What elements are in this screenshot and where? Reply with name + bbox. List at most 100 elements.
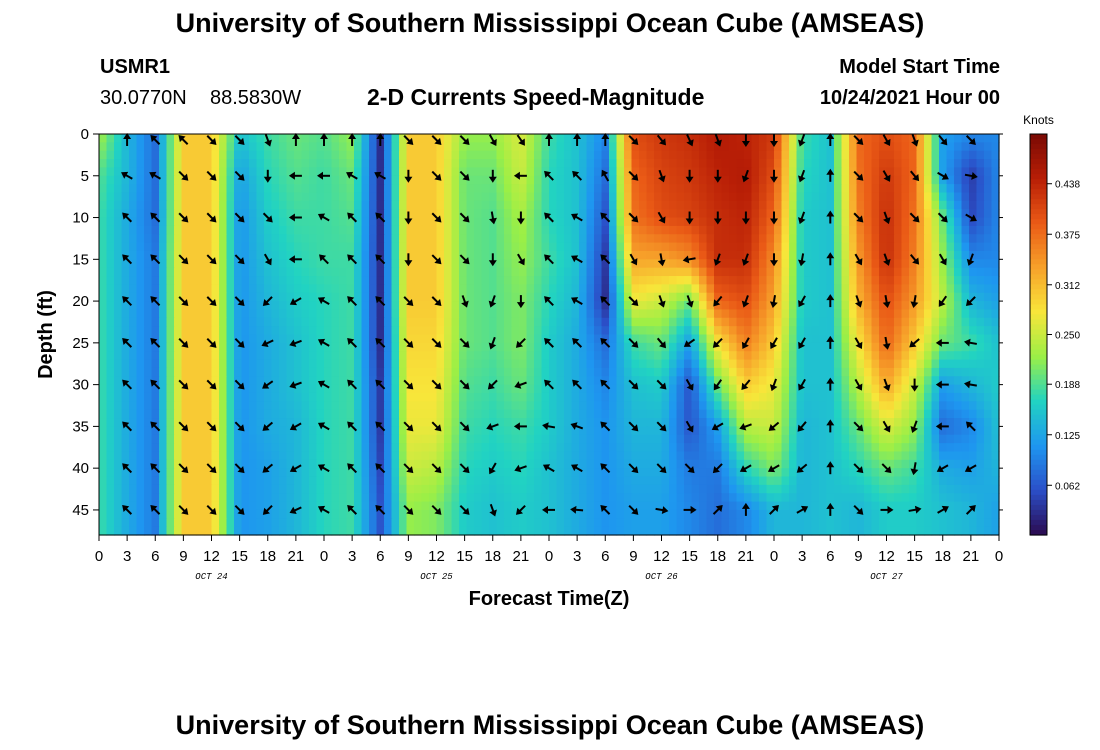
heatmap-cell (639, 284, 648, 294)
heatmap-cell (249, 167, 258, 177)
heatmap-cell (661, 134, 670, 143)
heatmap-cell (136, 359, 145, 369)
heatmap-cell (856, 409, 865, 419)
heatmap-cell (226, 334, 235, 344)
heatmap-cell (384, 225, 393, 235)
heatmap-cell (864, 250, 873, 260)
heatmap-cell (249, 200, 258, 210)
heatmap-cell (286, 342, 295, 352)
heatmap-cell (249, 392, 258, 402)
heatmap-cell (219, 292, 228, 302)
heatmap-cell (834, 134, 843, 143)
heatmap-cell (361, 326, 370, 336)
heatmap-cell (984, 284, 993, 294)
heatmap-cell (144, 351, 153, 361)
heatmap-cell (519, 468, 528, 478)
heatmap-cell (609, 384, 618, 394)
heatmap-cell (361, 234, 370, 244)
heatmap-cell (684, 184, 693, 194)
heatmap-cell (384, 142, 393, 152)
heatmap-cell (211, 434, 220, 444)
heatmap-cell (916, 184, 925, 194)
heatmap-cell (346, 150, 355, 160)
heatmap-cell (781, 217, 790, 227)
heatmap-cell (99, 351, 108, 361)
heatmap-cell (511, 284, 520, 294)
heatmap-cell (279, 309, 288, 319)
heatmap-cell (144, 175, 153, 185)
heatmap-cell (714, 342, 723, 352)
heatmap-cell (136, 367, 145, 377)
heatmap-cell (174, 359, 183, 369)
heatmap-cell (526, 284, 535, 294)
heatmap-cell (399, 167, 408, 177)
heatmap-cell (481, 209, 490, 219)
heatmap-cell (181, 159, 190, 169)
heatmap-cell (361, 242, 370, 252)
heatmap-cell (549, 367, 558, 377)
heatmap-cell (594, 443, 603, 453)
heatmap-cell (414, 418, 423, 427)
heatmap-cell (331, 451, 340, 461)
heatmap-cell (256, 209, 265, 219)
heatmap-cell (219, 459, 228, 469)
heatmap-cell (849, 451, 858, 461)
heatmap-cell (421, 409, 430, 419)
heatmap-cell (721, 359, 730, 369)
heatmap-cell (699, 359, 708, 369)
heatmap-cell (909, 351, 918, 361)
heatmap-cell (174, 234, 183, 244)
heatmap-cell (901, 426, 910, 436)
heatmap-cell (631, 159, 640, 169)
heatmap-cell (931, 451, 940, 461)
heatmap-cell (136, 209, 145, 219)
heatmap-cell (526, 351, 535, 361)
heatmap-cell (654, 142, 663, 152)
heatmap-cell (714, 276, 723, 285)
heatmap-cell (774, 276, 783, 285)
heatmap-cell (451, 342, 460, 352)
heatmap-cell (759, 184, 768, 194)
heatmap-cell (916, 434, 925, 444)
heatmap-cell (444, 184, 453, 194)
heatmap-cell (751, 267, 760, 277)
heatmap-cell (594, 459, 603, 469)
heatmap-cell (399, 384, 408, 394)
heatmap-cell (429, 234, 438, 244)
heatmap-cell (751, 217, 760, 227)
heatmap-cell (939, 242, 948, 252)
heatmap-cell (361, 142, 370, 152)
heatmap-cell (736, 459, 745, 469)
heatmap-cell (159, 242, 168, 252)
heatmap-cell (346, 317, 355, 327)
heatmap-cell (781, 334, 790, 344)
heatmap-cell (684, 367, 693, 377)
heatmap-cell (871, 426, 880, 436)
heatmap-cell (736, 200, 745, 210)
heatmap-cell (639, 367, 648, 377)
heatmap-cell (264, 392, 273, 402)
heatmap-cell (346, 284, 355, 294)
heatmap-cell (631, 142, 640, 152)
heatmap-cell (481, 451, 490, 461)
heatmap-cell (961, 359, 970, 369)
heatmap-cell (504, 142, 513, 152)
heatmap-cell (496, 217, 505, 227)
heatmap-cell (886, 451, 895, 461)
heatmap-cell (489, 468, 498, 478)
heatmap-cell (759, 209, 768, 219)
heatmap-cell (556, 359, 565, 369)
heatmap-cell (234, 200, 243, 210)
heatmap-cell (526, 443, 535, 453)
heatmap-cell (954, 334, 963, 344)
heatmap-cell (676, 459, 685, 469)
heatmap-cell (309, 376, 318, 386)
heatmap-cell (721, 276, 730, 285)
heatmap-cell (489, 225, 498, 235)
heatmap-cell (751, 384, 760, 394)
heatmap-cell (564, 209, 573, 219)
heatmap-cell (114, 468, 123, 478)
heatmap-cell (969, 276, 978, 285)
heatmap-cell (654, 401, 663, 411)
heatmap-cell (331, 167, 340, 177)
